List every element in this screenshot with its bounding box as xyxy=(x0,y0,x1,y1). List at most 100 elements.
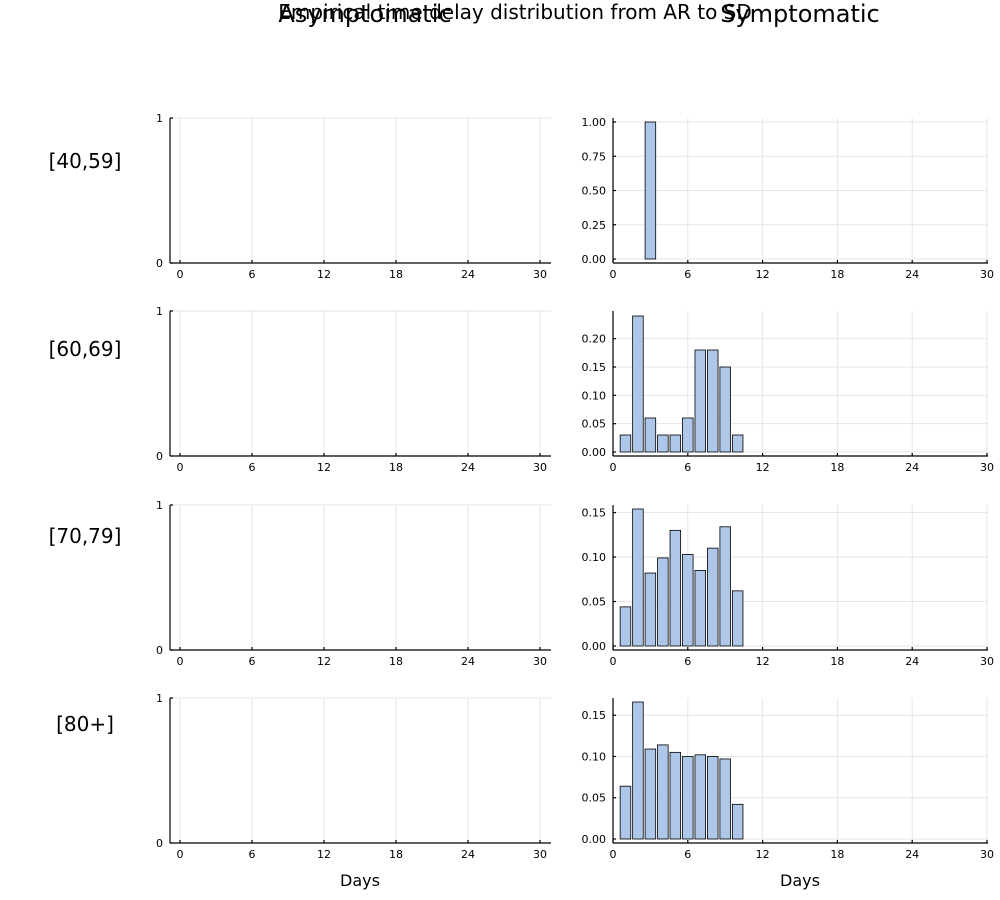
x-tick-label: 18 xyxy=(830,461,844,474)
subplot-2-2: 0 6 12 18 24 30 0.00 0.05 0.10 0.15 0.20 xyxy=(582,311,994,474)
y-tick-label: 0.10 xyxy=(582,750,607,763)
y-tick-label: 1.00 xyxy=(582,116,607,129)
x-tick-label: 12 xyxy=(756,655,770,668)
bar xyxy=(719,758,731,840)
x-tick-label: 30 xyxy=(533,848,547,861)
bar xyxy=(731,434,744,453)
x-axis-label-asymptomatic: Days xyxy=(340,871,380,890)
subplot-1-2: 0 6 12 18 24 30 0.00 0.25 0.50 0.75 1.00 xyxy=(582,116,995,281)
y-tick-label: 0.00 xyxy=(582,253,607,266)
bar xyxy=(694,754,706,840)
bar xyxy=(669,529,682,647)
bar xyxy=(707,349,719,453)
bar xyxy=(632,508,644,647)
y-tick-label: 0.05 xyxy=(582,792,607,805)
y-tick-label: 0.25 xyxy=(582,219,607,232)
bar xyxy=(731,590,744,647)
x-tick-label: 24 xyxy=(461,848,475,861)
column-title-symptomatic: Symptomatic xyxy=(720,0,880,28)
bar xyxy=(644,417,657,453)
y-tick-label: 1 xyxy=(156,305,163,318)
x-tick-label: 24 xyxy=(905,655,919,668)
y-tick-label: 1 xyxy=(156,692,163,705)
bar xyxy=(644,572,657,647)
bar xyxy=(657,744,669,840)
subplot-4-2: 0 6 12 18 24 30 0.00 0.05 0.10 0.15 xyxy=(582,698,994,861)
x-tick-label: 6 xyxy=(684,461,691,474)
x-tick-label: 0 xyxy=(610,655,617,668)
x-tick-label: 12 xyxy=(317,655,331,668)
x-tick-label: 6 xyxy=(249,461,256,474)
x-tick-label: 24 xyxy=(905,461,919,474)
subplot-1-1: 0 6 12 18 24 30 0 1 xyxy=(156,112,551,281)
x-tick-label: 30 xyxy=(533,655,547,668)
row-label-80-plus: [80+] xyxy=(56,712,114,736)
x-tick-label: 12 xyxy=(756,461,770,474)
bar xyxy=(694,349,706,453)
bar xyxy=(632,315,644,453)
y-tick-label: 0 xyxy=(156,450,163,463)
bar xyxy=(719,526,731,647)
bar xyxy=(719,366,731,453)
figure-title: Empirical time delay distribution from A… xyxy=(278,0,752,24)
bar xyxy=(682,417,694,453)
y-tick-label: 0.15 xyxy=(582,507,607,520)
x-tick-label: 18 xyxy=(830,848,844,861)
y-tick-label: 0.20 xyxy=(582,333,607,346)
x-axis-label-symptomatic: Days xyxy=(780,871,820,890)
bar xyxy=(657,434,669,453)
bar xyxy=(619,785,632,840)
x-tick-label: 0 xyxy=(177,461,184,474)
x-tick-label: 24 xyxy=(461,461,475,474)
y-tick-label: 0.15 xyxy=(582,709,607,722)
y-tick-label: 0 xyxy=(156,837,163,850)
y-tick-label: 1 xyxy=(156,499,163,512)
x-tick-label: 12 xyxy=(756,268,770,281)
bar xyxy=(619,434,632,453)
bar xyxy=(632,701,644,840)
subplot-2-1: 0 6 12 18 24 30 0 1 xyxy=(156,305,551,474)
subplot-3-2: 0 6 12 18 24 30 0.00 0.05 0.10 0.15 xyxy=(582,505,994,668)
x-tick-label: 30 xyxy=(533,461,547,474)
x-tick-label: 18 xyxy=(389,655,403,668)
y-tick-label: 0.15 xyxy=(582,361,607,374)
bar xyxy=(657,557,669,647)
bar xyxy=(707,756,719,840)
y-tick-label: 0.00 xyxy=(582,446,607,459)
bar xyxy=(669,751,682,840)
bar xyxy=(669,434,682,453)
x-tick-label: 30 xyxy=(980,268,994,281)
x-tick-label: 0 xyxy=(177,655,184,668)
y-tick-label: 0.05 xyxy=(582,418,607,431)
y-tick-label: 1 xyxy=(156,112,163,125)
x-tick-label: 12 xyxy=(317,461,331,474)
x-tick-label: 0 xyxy=(177,848,184,861)
x-tick-label: 30 xyxy=(980,848,994,861)
bar xyxy=(707,547,719,647)
subplot-3-1: 0 6 12 18 24 30 0 1 xyxy=(156,499,551,668)
x-tick-label: 6 xyxy=(684,655,691,668)
bar xyxy=(644,121,657,260)
row-label-60-69: [60,69] xyxy=(49,337,122,361)
bar xyxy=(644,748,657,840)
x-tick-label: 24 xyxy=(461,268,475,281)
x-tick-label: 6 xyxy=(684,848,691,861)
bar xyxy=(682,756,694,840)
y-tick-label: 0.00 xyxy=(582,640,607,653)
column-title-asymptomatic: Asymptomatic xyxy=(278,0,451,28)
x-tick-label: 30 xyxy=(533,268,547,281)
y-tick-label: 0.05 xyxy=(582,596,607,609)
row-label-40-59: [40,59] xyxy=(49,149,122,173)
row-label-70-79: [70,79] xyxy=(49,524,122,548)
y-tick-label: 0 xyxy=(156,644,163,657)
bar xyxy=(731,803,744,840)
x-tick-label: 12 xyxy=(317,268,331,281)
x-tick-label: 12 xyxy=(317,848,331,861)
y-tick-label: 0.00 xyxy=(582,833,607,846)
x-tick-label: 24 xyxy=(905,268,919,281)
x-tick-label: 12 xyxy=(756,848,770,861)
y-tick-label: 0.10 xyxy=(582,389,607,402)
bar xyxy=(694,569,706,647)
x-tick-label: 30 xyxy=(980,461,994,474)
